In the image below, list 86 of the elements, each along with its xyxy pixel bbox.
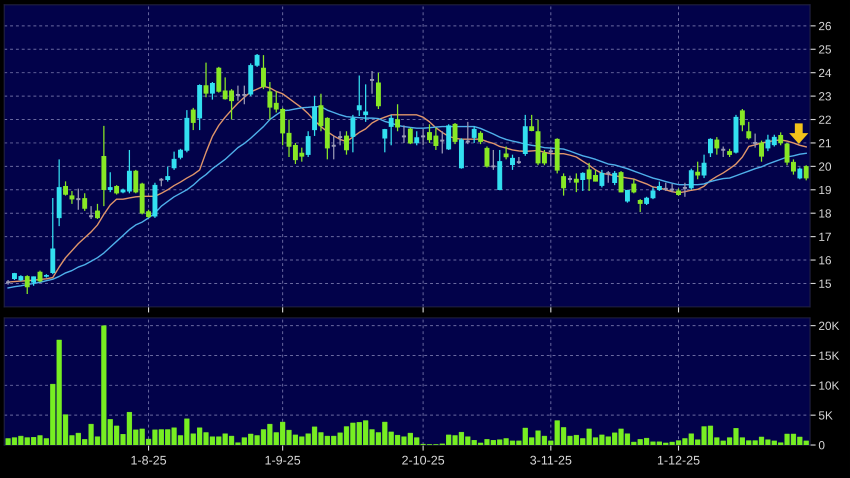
candlestick [580, 172, 586, 192]
candlestick [363, 84, 368, 122]
candlestick [548, 147, 554, 167]
candlestick [261, 54, 266, 90]
x-tick-label: 3-11-25 [530, 456, 572, 465]
candlestick [702, 154, 707, 179]
candlestick [778, 132, 784, 146]
candlestick [574, 172, 579, 193]
candlestick [638, 198, 643, 213]
candlestick [69, 190, 74, 204]
y-tick-label: 10K [819, 381, 840, 390]
y-tick-label: 21 [818, 138, 831, 148]
candlestick [504, 146, 509, 160]
x-tick-label: 1-9-25 [266, 456, 300, 465]
candlestick [759, 140, 764, 162]
candlestick [484, 146, 490, 168]
y-tick-label: 5K [818, 411, 833, 420]
candlestick [478, 130, 484, 145]
candlestick [605, 170, 612, 184]
candlestick [63, 180, 68, 196]
candlestick [510, 154, 515, 171]
candlestick [395, 104, 400, 132]
candlestick [618, 170, 624, 193]
candlestick [446, 124, 452, 151]
y-tick-label: 22 [818, 116, 831, 124]
y-tick-label: 19 [819, 186, 831, 194]
candlestick [38, 270, 42, 283]
candlestick [50, 197, 56, 275]
y-tick-label: 16 [819, 256, 831, 264]
candlestick [804, 164, 809, 182]
candlestick [204, 62, 208, 98]
candlestick [114, 184, 120, 196]
candlestick [82, 192, 88, 212]
candlestick [490, 149, 496, 171]
candlestick [740, 108, 745, 132]
y-tick-label: 20 [818, 162, 832, 171]
y-tick-label: 15 [819, 280, 832, 288]
candlestick [75, 188, 82, 210]
candlestick [172, 150, 177, 171]
candlestick [529, 114, 534, 132]
candlestick [612, 170, 618, 186]
candlestick [165, 166, 170, 182]
candlestick [108, 172, 113, 193]
y-tick-label: 23 [818, 92, 831, 101]
x-tick-label: 1-12-25 [658, 456, 700, 465]
candlestick [158, 177, 164, 187]
candlestick [452, 122, 458, 145]
candlestick [656, 180, 662, 192]
y-tick-label: 25 [818, 45, 832, 54]
candlestick [797, 166, 802, 180]
candlestick [439, 130, 446, 154]
x-tick-label: 1-8-25 [131, 456, 166, 465]
y-tick-label: 17 [819, 232, 831, 241]
candlestick [241, 84, 248, 105]
candlestick [350, 114, 356, 153]
x-tick-label: 2-10-25 [402, 456, 444, 465]
candlestick [312, 95, 318, 137]
candlestick [599, 169, 604, 188]
y-tick-label: 20K [818, 322, 840, 330]
candlestick [631, 178, 636, 194]
candlestick [472, 126, 477, 144]
candlestick [714, 136, 720, 156]
candlestick [376, 72, 381, 110]
candlestick [344, 130, 349, 156]
y-tick-label: 18 [819, 209, 831, 218]
y-tick-label: 15K [819, 352, 840, 360]
candlestick [306, 130, 311, 158]
candlestick [95, 203, 100, 220]
candlestick [382, 128, 388, 153]
candlestick [24, 274, 30, 295]
candlestick [190, 107, 196, 131]
candlestick [624, 189, 630, 204]
candlestick [414, 130, 420, 146]
y-tick-label: 0 [818, 441, 824, 450]
candlestick [708, 138, 713, 158]
y-tick-label: 26 [818, 22, 831, 30]
candlestick [356, 74, 362, 117]
candlestick [388, 114, 394, 146]
candlestick [464, 121, 471, 145]
candlestick [695, 161, 700, 180]
candlestick [746, 121, 752, 140]
candlestick [210, 81, 215, 100]
candlestick [561, 172, 566, 196]
candlestick [688, 168, 694, 190]
candlestick [408, 127, 413, 145]
y-tick-label: 24 [818, 68, 832, 77]
